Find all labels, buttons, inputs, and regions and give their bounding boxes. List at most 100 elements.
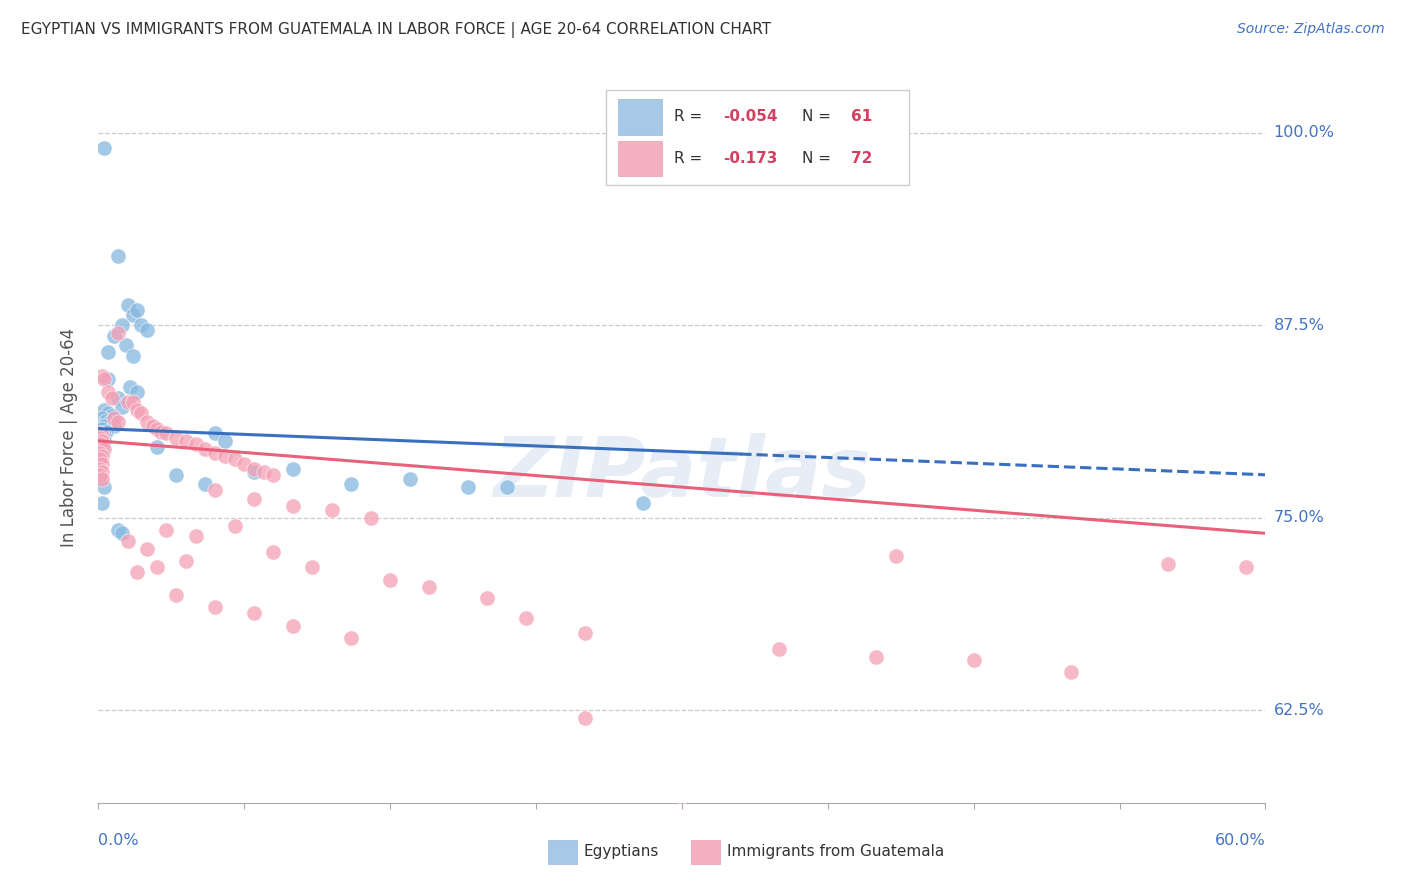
- Point: [93, 418, 115, 433]
- Point: [107, 249, 129, 263]
- Point: [253, 465, 276, 479]
- Point: [89, 422, 111, 436]
- Point: [340, 477, 363, 491]
- Point: [146, 440, 169, 454]
- Point: [91, 472, 114, 486]
- Text: Immigrants from Guatemala: Immigrants from Guatemala: [727, 845, 945, 859]
- Point: [136, 323, 159, 337]
- Point: [107, 326, 129, 340]
- Point: [91, 422, 114, 436]
- Text: EGYPTIAN VS IMMIGRANTS FROM GUATEMALA IN LABOR FORCE | AGE 20-64 CORRELATION CHA: EGYPTIAN VS IMMIGRANTS FROM GUATEMALA IN…: [21, 22, 772, 38]
- Point: [91, 369, 114, 384]
- Point: [122, 395, 145, 409]
- Point: [117, 298, 139, 312]
- Point: [89, 446, 111, 460]
- Point: [262, 545, 284, 559]
- Point: [93, 372, 115, 386]
- Text: 75.0%: 75.0%: [1274, 510, 1324, 525]
- Point: [204, 483, 226, 498]
- Point: [103, 329, 125, 343]
- Point: [89, 437, 111, 451]
- Point: [301, 560, 323, 574]
- Point: [574, 626, 596, 640]
- Point: [146, 560, 169, 574]
- Point: [496, 480, 519, 494]
- Point: [89, 437, 111, 451]
- Point: [1060, 665, 1083, 679]
- Point: [122, 349, 145, 363]
- Point: [184, 529, 207, 543]
- Point: [184, 437, 207, 451]
- Point: [117, 534, 139, 549]
- Point: [1157, 557, 1180, 571]
- Text: 72: 72: [851, 151, 873, 166]
- Point: [1234, 560, 1257, 574]
- Point: [884, 549, 907, 564]
- Point: [165, 588, 187, 602]
- Point: [111, 318, 134, 333]
- Text: 100.0%: 100.0%: [1274, 126, 1334, 140]
- Point: [321, 503, 343, 517]
- Point: [96, 414, 118, 428]
- Point: [127, 303, 149, 318]
- Point: [155, 523, 177, 537]
- Point: [91, 438, 114, 452]
- Point: [97, 406, 120, 420]
- Text: N =: N =: [801, 151, 837, 166]
- Point: [91, 434, 114, 448]
- Point: [149, 425, 172, 439]
- Point: [91, 495, 114, 509]
- Point: [398, 472, 420, 486]
- Point: [117, 395, 139, 409]
- Point: [631, 495, 654, 509]
- Point: [103, 410, 125, 425]
- Bar: [692, 840, 720, 863]
- Point: [380, 573, 402, 587]
- Point: [89, 461, 111, 475]
- Text: 60.0%: 60.0%: [1215, 833, 1265, 848]
- Point: [91, 434, 114, 448]
- Point: [91, 410, 114, 425]
- Point: [515, 611, 537, 625]
- Point: [243, 492, 266, 507]
- Point: [107, 523, 129, 537]
- Point: [89, 467, 111, 482]
- Point: [360, 511, 382, 525]
- Point: [97, 344, 120, 359]
- Text: -0.054: -0.054: [723, 109, 778, 124]
- Point: [418, 580, 440, 594]
- Text: R =: R =: [673, 109, 707, 124]
- Point: [93, 403, 115, 417]
- Point: [204, 600, 226, 615]
- Point: [281, 461, 304, 475]
- Text: Source: ZipAtlas.com: Source: ZipAtlas.com: [1237, 22, 1385, 37]
- Text: -0.173: -0.173: [723, 151, 778, 166]
- Point: [865, 649, 887, 664]
- Point: [118, 380, 141, 394]
- Text: 62.5%: 62.5%: [1274, 703, 1324, 718]
- Point: [194, 442, 217, 456]
- Point: [89, 446, 111, 460]
- Point: [165, 467, 187, 482]
- Point: [962, 652, 984, 666]
- Point: [97, 384, 120, 399]
- Point: [136, 416, 159, 430]
- Point: [111, 400, 134, 414]
- Point: [768, 641, 790, 656]
- Point: [477, 591, 499, 605]
- Point: [91, 442, 114, 456]
- Point: [91, 427, 114, 442]
- Bar: [617, 141, 662, 177]
- Point: [89, 431, 111, 445]
- Point: [574, 711, 596, 725]
- Point: [93, 442, 115, 456]
- Point: [91, 427, 114, 442]
- Point: [107, 416, 129, 430]
- Point: [155, 426, 177, 441]
- Point: [127, 403, 149, 417]
- Point: [233, 457, 256, 471]
- Point: [103, 418, 125, 433]
- Text: N =: N =: [801, 109, 837, 124]
- Text: 61: 61: [851, 109, 872, 124]
- Bar: [617, 99, 662, 135]
